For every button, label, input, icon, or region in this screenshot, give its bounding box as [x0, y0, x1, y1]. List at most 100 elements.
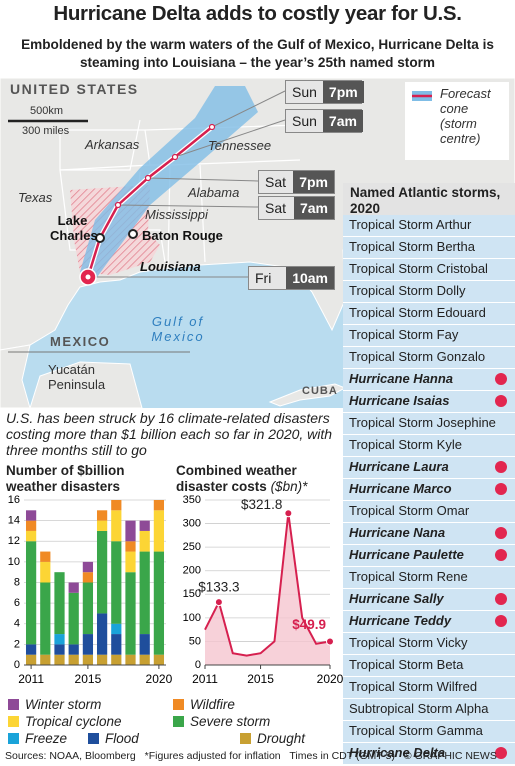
y-tick-label: 50: [189, 635, 201, 647]
map-label: Texas: [18, 190, 53, 205]
sources: Sources: NOAA, Bloomberg: [5, 750, 136, 762]
chart-unit: ($bn)*: [270, 479, 308, 494]
bar-segment: [82, 634, 94, 655]
legend-label: Flood: [105, 731, 139, 746]
bar-segment: [54, 572, 65, 635]
y-tick-label: 2: [14, 638, 20, 650]
bar-segment: [40, 582, 51, 655]
bar-segment: [68, 592, 79, 645]
time-hour: 7am: [293, 197, 334, 219]
chart-title: Combined weather disaster costs ($bn)*: [176, 463, 341, 495]
legend-item: Winter storm: [8, 697, 101, 712]
map-label: Baton Rouge: [142, 228, 223, 243]
map-label: CUBA: [302, 385, 338, 397]
land-yucatan: [29, 361, 143, 408]
storm-row: Tropical Storm Bertha: [343, 237, 515, 259]
storm-row: Tropical Storm Gamma: [343, 721, 515, 743]
storm-list: Named Atlantic storms, 2020 Tropical Sto…: [343, 183, 515, 765]
legend-label: Severe storm: [190, 714, 271, 729]
chart-title: Number of $billion weather disasters: [6, 463, 125, 494]
bar-segment: [125, 541, 136, 552]
legend-label: Wildfire: [190, 697, 235, 712]
storm-row: Hurricane Marco: [343, 479, 515, 501]
bar-segment: [111, 510, 122, 542]
bar-segment: [111, 634, 122, 655]
storm-row: Hurricane Sally: [343, 589, 515, 611]
storm-row: Tropical Storm Wilfred: [343, 677, 515, 699]
x-tick-label: 2015: [75, 672, 102, 686]
legend-label: Freeze: [25, 731, 68, 746]
storm-row: Hurricane Hanna: [343, 369, 515, 391]
x-tick-label: 2020: [317, 672, 343, 686]
storm-name: Hurricane Delta: [349, 745, 446, 760]
time-hour: 7pm: [322, 81, 364, 103]
point: [214, 598, 223, 607]
legend-swatch: [173, 716, 184, 727]
storm-name: Tropical Storm Rene: [349, 569, 468, 584]
storm-name: Tropical Storm Edouard: [349, 305, 486, 320]
legend-item: Severe storm: [173, 714, 270, 729]
hurricane-icon: [495, 395, 507, 407]
bar-segment: [139, 654, 150, 665]
bar-segment: [139, 634, 150, 655]
bar-segment: [25, 530, 37, 542]
map-label: UNITED STATES: [10, 81, 139, 97]
bar-segment: [125, 551, 136, 573]
y-tick-label: 200: [183, 565, 201, 577]
storm-name: Tropical Storm Kyle: [349, 437, 462, 452]
hurricane-icon: [495, 527, 507, 539]
storm-name: Tropical Storm Gonzalo: [349, 349, 486, 364]
title: Hurricane Delta adds to costly year for …: [53, 2, 462, 25]
bar-segment: [96, 510, 108, 521]
legend-item: Drought: [240, 731, 305, 746]
legend-swatch: [173, 699, 184, 710]
map-label: Lake Charles: [50, 213, 98, 243]
storm-name: Hurricane Sally: [349, 591, 444, 606]
hurricane-icon: [495, 373, 507, 385]
time-day: Sun: [286, 110, 323, 132]
bar-segment: [139, 551, 150, 635]
legend-label: Winter storm: [25, 697, 102, 712]
bar-segment: [82, 654, 94, 665]
storm-row: Tropical Storm Rene: [343, 567, 515, 589]
time-hour: 10am: [286, 267, 334, 289]
time-day: Sat: [259, 197, 294, 219]
storm-name: Tropical Storm Vicky: [349, 635, 468, 650]
scale-label: 300 miles: [22, 125, 70, 137]
point: [326, 637, 334, 646]
legend-item: Freeze: [8, 731, 67, 746]
storm-name: Tropical Storm Wilfred: [349, 679, 478, 694]
bar-segment: [25, 520, 37, 531]
storm-row: Tropical Storm Gonzalo: [343, 347, 515, 369]
bar-segment: [82, 582, 94, 635]
storm-row: Hurricane Nana: [343, 523, 515, 545]
bar-segment: [111, 623, 122, 635]
storm-name: Tropical Storm Dolly: [349, 283, 466, 298]
state-borders: [60, 119, 141, 171]
bar-segment: [96, 530, 108, 614]
bar-segment: [139, 520, 150, 531]
storm-name: Tropical Storm Gamma: [349, 723, 483, 738]
bar-segment: [68, 644, 79, 655]
storm-row: Hurricane Laura: [343, 457, 515, 479]
storm-name: Hurricane Laura: [349, 459, 449, 474]
storm-row: Tropical Storm Omar: [343, 501, 515, 523]
value-label: $321.8: [241, 497, 282, 512]
storm-row: Tropical Storm Vicky: [343, 633, 515, 655]
map-label: Gulf of Mexico: [151, 314, 205, 344]
legend-swatch: [8, 716, 19, 727]
hurricane-icon: [495, 461, 507, 473]
times-note: Times in CDT (GMT-5): [289, 750, 395, 762]
hurricane-icon: [495, 483, 507, 495]
bar-segment: [111, 654, 122, 665]
hurricane-icon: [495, 549, 507, 561]
bar-segment: [125, 572, 136, 655]
list-title: Named Atlantic storms, 2020: [343, 183, 515, 216]
y-tick-label: 12: [8, 535, 20, 547]
bar-segment: [82, 572, 94, 583]
credit: © GRAPHIC NEWS: [403, 750, 497, 762]
bar-segment: [25, 654, 37, 665]
y-tick-label: 6: [14, 597, 20, 609]
legend-label: Forecast cone (storm centre): [440, 86, 491, 146]
storm-row: Tropical Storm Fay: [343, 325, 515, 347]
